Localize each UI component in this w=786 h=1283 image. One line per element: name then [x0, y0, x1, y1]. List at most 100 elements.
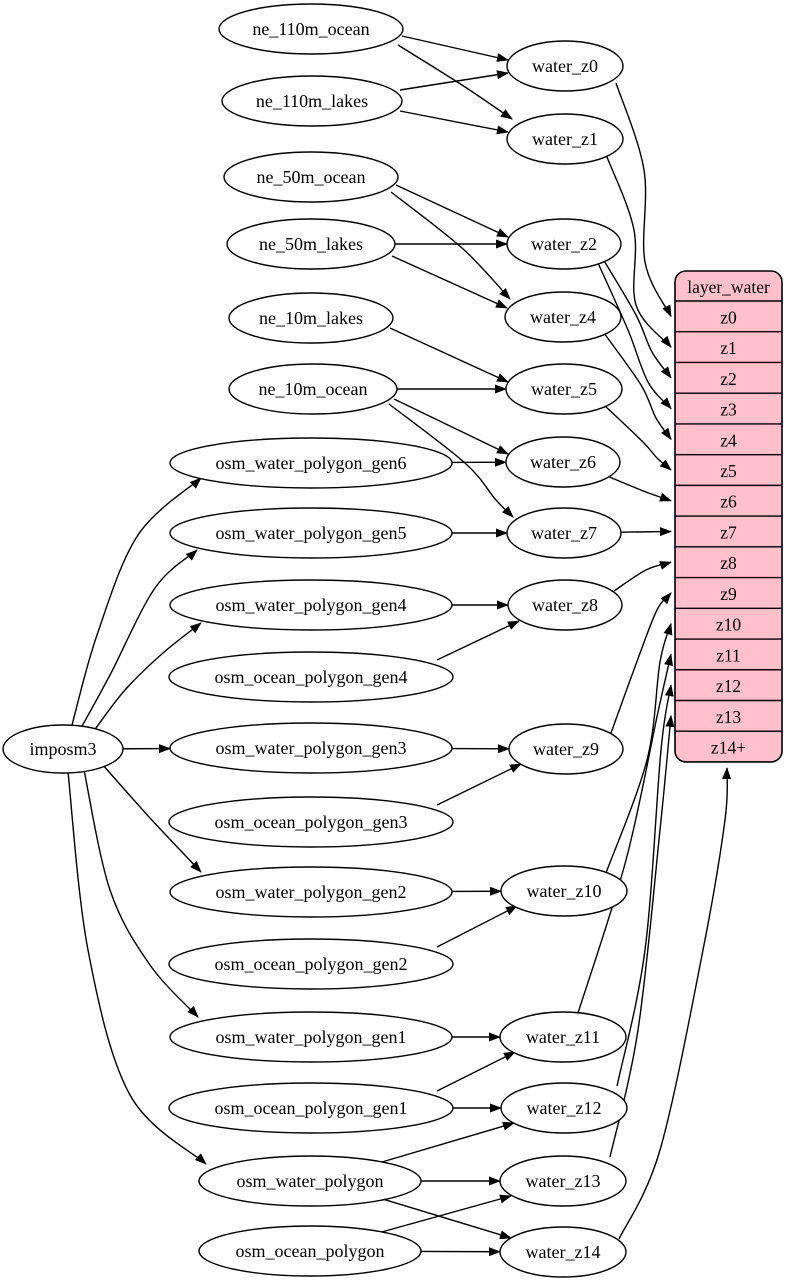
node-shape-osm_water_polygon_gen6 [169, 437, 453, 489]
node-label-water_z7: water_z7 [531, 523, 597, 543]
node-label-osm_ocean_polygon_gen3: osm_ocean_polygon_gen3 [215, 812, 408, 832]
node-water_z11: water_z11 [499, 1011, 627, 1063]
node-ne_110m_lakes: ne_110m_lakes [221, 75, 403, 127]
table-row-z7: z7 [720, 522, 737, 542]
node-label-water_z4: water_z4 [530, 307, 596, 327]
node-label-water_z10: water_z10 [527, 881, 602, 901]
node-water_z9: water_z9 [508, 723, 624, 775]
node-shape-ne_110m_ocean [218, 3, 404, 55]
node-imposm3: imposm3 [2, 724, 124, 774]
node-water_z12: water_z12 [500, 1082, 628, 1134]
node-label-imposm3: imposm3 [29, 739, 96, 759]
edge-water_z2-to-z2 [602, 258, 672, 379]
node-label-water_z9: water_z9 [533, 739, 599, 759]
node-water_z2: water_z2 [506, 218, 622, 270]
node-shape-osm_water_polygon_gen2 [169, 866, 453, 918]
node-water_z6: water_z6 [505, 436, 621, 488]
node-shape-osm_water_polygon [198, 1155, 422, 1207]
edges [67, 35, 732, 1257]
edge-imposm3-to-osm_water_polygon_gen5 [80, 549, 198, 729]
edge-imposm3-to-osm_water_polygon_gen1 [83, 769, 199, 1018]
node-shape-ne_50m_lakes [226, 218, 396, 270]
edge-water_z5-to-z5 [603, 404, 672, 471]
edge-ne_110m_lakes-to-water_z1 [399, 110, 509, 135]
node-label-osm_water_polygon_gen6: osm_water_polygon_gen6 [216, 453, 407, 473]
table-row-z6: z6 [720, 492, 737, 512]
node-shape-osm_water_polygon_gen1 [169, 1011, 453, 1063]
node-shape-osm_ocean_polygon_gen2 [168, 938, 454, 990]
node-label-ne_10m_lakes: ne_10m_lakes [259, 308, 363, 328]
node-label-osm_ocean_polygon_gen1: osm_ocean_polygon_gen1 [215, 1098, 408, 1118]
table-row-z1: z1 [720, 338, 737, 358]
node-label-osm_ocean_polygon_gen2: osm_ocean_polygon_gen2 [215, 954, 408, 974]
node-osm_water_polygon_gen1: osm_water_polygon_gen1 [169, 1011, 453, 1063]
edge-water_z11-to-z11 [577, 653, 673, 1014]
table-row-z14+: z14+ [711, 738, 746, 758]
node-shape-water_z7 [506, 507, 622, 559]
node-shape-water_z9 [508, 723, 624, 775]
node-water_z14: water_z14 [499, 1226, 627, 1278]
node-label-osm_water_polygon_gen2: osm_water_polygon_gen2 [216, 882, 407, 902]
edge-water_z6-to-z6 [606, 475, 672, 502]
node-shape-water_z6 [505, 436, 621, 488]
node-label-water_z14: water_z14 [526, 1242, 601, 1262]
node-shape-ne_50m_ocean [223, 151, 399, 203]
edge-ne_110m_ocean-to-water_z0 [401, 35, 509, 62]
edge-ne_110m_ocean-to-water_z1 [397, 44, 513, 120]
edge-ne_10m_ocean-to-water_z7 [388, 403, 514, 518]
edge-ne_50m_ocean-to-water_z4 [390, 191, 511, 300]
node-water_z1: water_z1 [506, 113, 624, 165]
table-row-z5: z5 [720, 461, 737, 481]
node-label-water_z12: water_z12 [527, 1098, 602, 1118]
node-label-osm_water_polygon_gen3: osm_water_polygon_gen3 [216, 738, 407, 758]
node-shape-water_z1 [506, 113, 624, 165]
edge-water_z10-to-z10 [605, 622, 673, 874]
node-label-water_z5: water_z5 [531, 379, 597, 399]
node-osm_water_polygon_gen6: osm_water_polygon_gen6 [169, 437, 453, 489]
node-shape-water_z11 [499, 1011, 627, 1063]
edge-osm_ocean_polygon_gen4-to-water_z8 [436, 620, 520, 661]
edge-water_z4-to-z4 [603, 332, 672, 441]
node-osm_water_polygon: osm_water_polygon [198, 1155, 422, 1207]
edge-water_z8-to-z8 [613, 561, 672, 592]
node-shape-osm_ocean_polygon_gen4 [168, 651, 454, 703]
node-ne_10m_ocean: ne_10m_ocean [228, 363, 398, 415]
table-row-z0: z0 [720, 307, 737, 327]
node-ne_50m_ocean: ne_50m_ocean [223, 151, 399, 203]
node-label-osm_ocean_polygon: osm_ocean_polygon [236, 1241, 385, 1261]
edge-osm_ocean_polygon_gen2-to-water_z10 [436, 905, 518, 948]
node-label-ne_10m_ocean: ne_10m_ocean [259, 379, 368, 399]
node-osm_water_polygon_gen2: osm_water_polygon_gen2 [169, 866, 453, 918]
node-shape-water_z5 [505, 363, 623, 415]
node-shape-ne_10m_ocean [228, 363, 398, 415]
node-osm_ocean_polygon_gen1: osm_ocean_polygon_gen1 [168, 1082, 454, 1134]
node-water_z8: water_z8 [507, 579, 623, 631]
node-shape-osm_ocean_polygon_gen3 [168, 796, 454, 848]
node-ne_110m_ocean: ne_110m_ocean [218, 3, 404, 55]
node-ne_50m_lakes: ne_50m_lakes [226, 218, 396, 270]
table-row-z10: z10 [716, 615, 742, 635]
node-shape-osm_ocean_polygon_gen1 [168, 1082, 454, 1134]
node-label-osm_ocean_polygon_gen4: osm_ocean_polygon_gen4 [215, 667, 408, 687]
node-label-water_z13: water_z13 [526, 1171, 601, 1191]
node-water_z4: water_z4 [504, 291, 622, 343]
node-label-osm_water_polygon_gen4: osm_water_polygon_gen4 [216, 595, 407, 615]
node-osm_ocean_polygon_gen2: osm_ocean_polygon_gen2 [168, 938, 454, 990]
edge-imposm3-to-osm_water_polygon [67, 771, 207, 1165]
node-label-osm_water_polygon: osm_water_polygon [237, 1171, 384, 1191]
edge-ne_50m_lakes-to-water_z4 [391, 255, 508, 309]
edge-osm_ocean_polygon-to-water_z13 [377, 1194, 512, 1234]
node-label-osm_water_polygon_gen5: osm_water_polygon_gen5 [216, 523, 407, 543]
node-osm_ocean_polygon_gen3: osm_ocean_polygon_gen3 [168, 796, 454, 848]
edge-osm_ocean_polygon_gen3-to-water_z9 [436, 763, 522, 806]
table-row-z2: z2 [720, 369, 737, 389]
edge-ne_110m_lakes-to-water_z0 [399, 70, 509, 91]
table-row-z4: z4 [720, 430, 737, 450]
edge-water_z1-to-z1 [606, 156, 672, 348]
layer-water-title: layer_water [687, 277, 770, 297]
table-row-z3: z3 [720, 400, 737, 420]
edge-ne_10m_ocean-to-water_z6 [393, 398, 509, 455]
table-row-z13: z13 [716, 707, 742, 727]
